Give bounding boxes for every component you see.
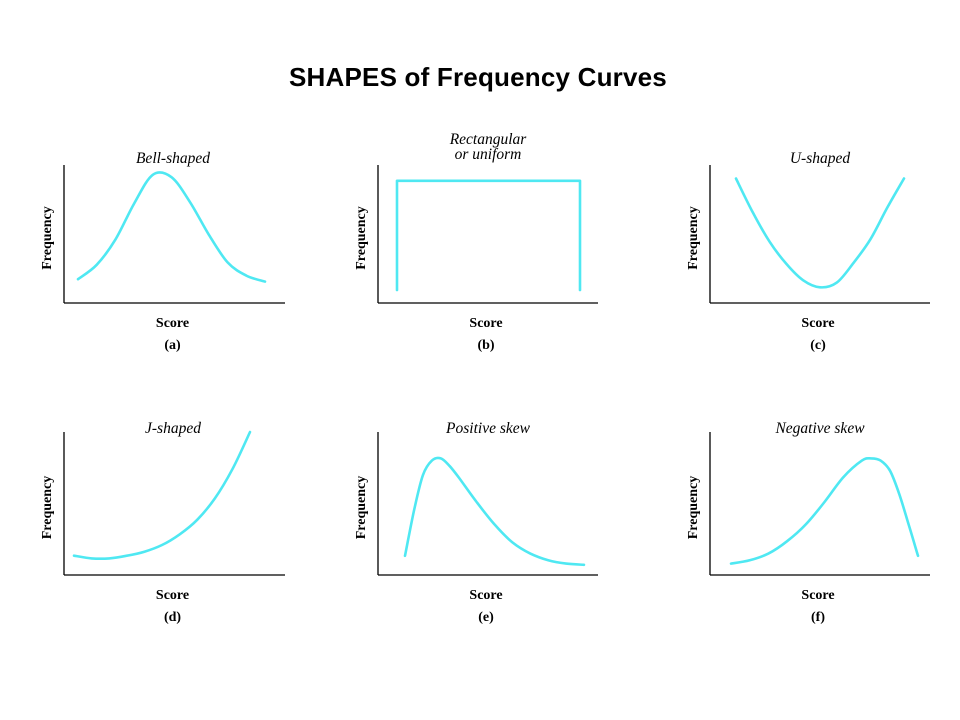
y-axis-label: Frequency bbox=[40, 206, 55, 270]
panel-title: U-shaped bbox=[790, 150, 851, 167]
panel-label: (b) bbox=[477, 338, 494, 353]
panel-title: or uniform bbox=[455, 146, 522, 163]
x-axis-label: Score bbox=[801, 588, 834, 603]
panel-title: J-shaped bbox=[145, 420, 201, 437]
y-axis-label: Frequency bbox=[686, 476, 701, 540]
frequency-curve bbox=[734, 177, 906, 289]
panel-title: Rectangular bbox=[449, 131, 528, 148]
panel-d: J-shaped Frequency Score (d) bbox=[40, 420, 285, 625]
y-axis-label: Frequency bbox=[354, 206, 369, 270]
panel-e: Positive skew Frequency Score (e) bbox=[354, 420, 598, 625]
chart-title: SHAPES of Frequency Curves bbox=[289, 62, 667, 92]
panel-a: Bell-shaped Frequency Score (a) bbox=[40, 150, 285, 353]
x-axis-label: Score bbox=[156, 316, 189, 331]
panel-f: Negative skew Frequency Score (f) bbox=[686, 420, 930, 625]
panel-label: (a) bbox=[164, 338, 181, 353]
y-axis-label: Frequency bbox=[686, 206, 701, 270]
panel-label: (d) bbox=[164, 610, 181, 625]
x-axis-label: Score bbox=[469, 588, 502, 603]
panel-title: Bell-shaped bbox=[136, 150, 210, 167]
panel-label: (c) bbox=[810, 338, 826, 353]
frequency-curve bbox=[395, 179, 582, 292]
x-axis-label: Score bbox=[801, 316, 834, 331]
panel-title: Positive skew bbox=[445, 420, 531, 437]
panel-c: U-shaped Frequency Score (c) bbox=[686, 150, 930, 353]
panel-label: (e) bbox=[478, 610, 494, 625]
x-axis-label: Score bbox=[469, 316, 502, 331]
panel-label: (f) bbox=[811, 610, 825, 625]
y-axis-label: Frequency bbox=[40, 476, 55, 540]
y-axis-label: Frequency bbox=[354, 476, 369, 540]
frequency-curve bbox=[76, 171, 267, 283]
frequency-curve bbox=[729, 456, 920, 565]
frequency-curve bbox=[72, 430, 252, 560]
panel-title: Negative skew bbox=[774, 420, 865, 437]
frequency-curve bbox=[403, 456, 586, 567]
x-axis-label: Score bbox=[156, 588, 189, 603]
